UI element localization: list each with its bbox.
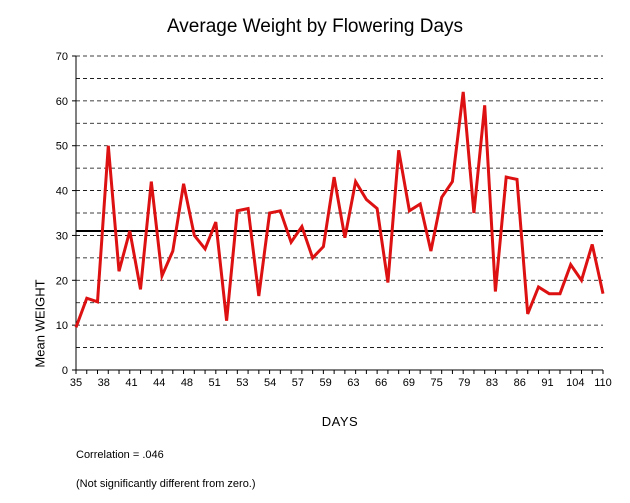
x-tick-label-35: 35 [70,377,82,389]
y-tick-label-40: 40 [56,186,68,198]
x-tick-label-38: 38 [98,377,110,389]
x-tick-label-86: 86 [514,377,526,389]
y-tick-label-60: 60 [56,96,68,108]
x-tick-label-48: 48 [181,377,193,389]
y-tick-label-10: 10 [56,320,68,332]
x-tick-label-110: 110 [594,377,612,389]
x-tick-label-53: 53 [236,377,248,389]
x-tick-label-75: 75 [430,377,442,389]
x-tick-label-63: 63 [347,377,359,389]
y-tick-label-20: 20 [56,275,68,287]
series-group [74,91,605,328]
x-tick-label-91: 91 [541,377,553,389]
axes [75,56,603,371]
grid-lines [76,55,603,348]
x-tick-label-54: 54 [264,377,276,389]
x-tick-label-44: 44 [153,377,165,389]
x-tick-label-104: 104 [566,377,584,389]
series-line-mean-weight [74,91,605,328]
x-tick-label-41: 41 [125,377,137,389]
x-tick-label-69: 69 [403,377,415,389]
x-axis-label: DAYS [321,414,359,429]
y-tick-label-0: 0 [62,365,68,377]
y-tick-label-30: 30 [56,230,68,242]
x-tick-label-51: 51 [209,377,221,389]
y-tick-label-70: 70 [56,51,68,63]
significance-note: (Not significantly different from zero.) [76,478,256,490]
x-axis-ticks: 35 38 41 44 48 51 53 54 57 59 63 66 69 75 79 83 86 91 104 1… [70,370,612,389]
x-tick-label-66: 66 [375,377,387,389]
y-axis-label: Mean WEIGHT [32,279,48,368]
x-tick-label-83: 83 [486,377,498,389]
x-tick-label-57: 57 [292,377,304,389]
y-tick-label-50: 50 [56,141,68,153]
x-tick-label-59: 59 [320,377,332,389]
correlation-note: Correlation = .046 [76,449,164,461]
chart-title: Average Weight by Flowering Days [166,16,464,37]
y-axis-ticks: 0 10 20 30 40 50 60 70 [56,51,76,377]
x-tick-label-79: 79 [458,377,470,389]
